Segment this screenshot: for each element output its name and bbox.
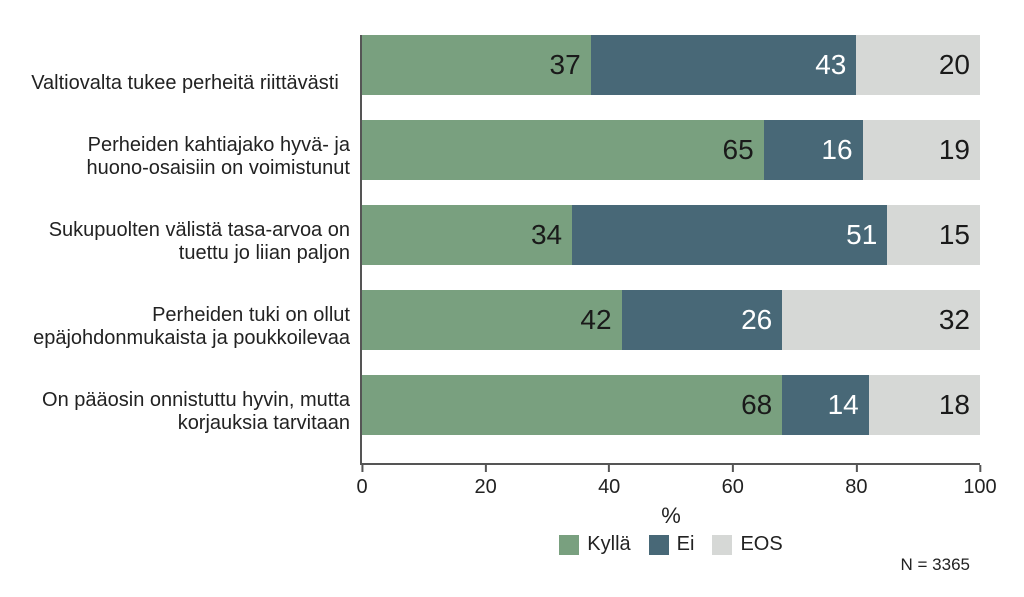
bar-segment-kylla: 34 — [362, 205, 572, 265]
bar-row: 37 43 20 — [362, 35, 980, 95]
tick-label: 0 — [356, 476, 367, 499]
legend-label: Kyllä — [587, 533, 630, 556]
bar-segment-kylla: 65 — [362, 120, 764, 180]
tick-mark — [361, 465, 363, 472]
row-label-text: On pääosin onnistuttu hyvin, mutta korja… — [20, 389, 350, 435]
bar-value: 34 — [531, 219, 562, 251]
legend-swatch — [559, 535, 579, 555]
x-axis-title: % — [362, 503, 980, 529]
legend-label: EOS — [740, 533, 782, 556]
tick-mark — [732, 465, 734, 472]
bar-row: 65 16 19 — [362, 120, 980, 180]
plot-area: 374320651619345115422632681418 020406080… — [360, 35, 980, 465]
bar-value: 18 — [939, 389, 970, 421]
tick-label: 80 — [845, 476, 867, 499]
bar-value: 19 — [939, 134, 970, 166]
bar-row: 34 51 15 — [362, 205, 980, 265]
tick-label: 100 — [963, 476, 996, 499]
row-label: Sukupuolten välistä tasa-arvoa on tuettu… — [20, 205, 350, 265]
bar-row: 68 14 18 — [362, 375, 980, 435]
tick-mark — [608, 465, 610, 472]
sample-size-note: N = 3365 — [901, 555, 970, 575]
row-label: Valtiovalta tukee perheitä riittävästi — [20, 35, 350, 95]
tick-label: 40 — [598, 476, 620, 499]
x-tick: 0 — [356, 465, 367, 499]
row-label: Perheiden kahtiajako hyvä- ja huono-osai… — [20, 120, 350, 180]
legend-swatch — [712, 535, 732, 555]
legend-item-eos: EOS — [712, 533, 782, 556]
legend: Kyllä Ei EOS — [362, 533, 980, 556]
bar: 65 16 19 — [362, 120, 980, 180]
bars-area: 37 43 20 65 16 19 34 51 15 42 26 32 68 14 18 — [362, 35, 980, 463]
bar-segment-ei: 14 — [782, 375, 869, 435]
x-tick: 80 — [845, 465, 867, 499]
bar: 37 43 20 — [362, 35, 980, 95]
bar: 68 14 18 — [362, 375, 980, 435]
row-label-text: Sukupuolten välistä tasa-arvoa on tuettu… — [20, 219, 350, 265]
legend-item-kylla: Kyllä — [559, 533, 630, 556]
row-label-text: Valtiovalta tukee perheitä riittävästi — [31, 72, 339, 95]
bar-value: 14 — [828, 389, 859, 421]
bar-value: 43 — [815, 49, 846, 81]
x-tick: 100 — [963, 465, 996, 499]
bar-segment-ei: 43 — [591, 35, 857, 95]
tick-mark — [855, 465, 857, 472]
bar-value: 20 — [939, 49, 970, 81]
bar-segment-ei: 16 — [764, 120, 863, 180]
bar-value: 42 — [580, 304, 611, 336]
bar-segment-eos: 32 — [782, 290, 980, 350]
bar-value: 37 — [550, 49, 581, 81]
row-label: On pääosin onnistuttu hyvin, mutta korja… — [20, 375, 350, 435]
x-tick: 40 — [598, 465, 620, 499]
bar-segment-eos: 20 — [856, 35, 980, 95]
x-axis: 020406080100 — [362, 465, 980, 505]
bar-row: 42 26 32 — [362, 290, 980, 350]
tick-label: 20 — [474, 476, 496, 499]
tick-label: 60 — [722, 476, 744, 499]
bar-segment-eos: 18 — [869, 375, 980, 435]
tick-mark — [979, 465, 981, 472]
x-tick: 60 — [722, 465, 744, 499]
tick-mark — [485, 465, 487, 472]
row-label-text: Perheiden tuki on ollut epäjohdonmukaist… — [20, 304, 350, 350]
bar-value: 68 — [741, 389, 772, 421]
stacked-bar-chart: 37 43 20 65 16 19 34 51 15 42 26 32 68 14 18 0 20 40 60 80… — [20, 35, 1000, 535]
bar-value: 65 — [723, 134, 754, 166]
bar-segment-ei: 51 — [572, 205, 887, 265]
bar-value: 51 — [846, 219, 877, 251]
bar-value: 15 — [939, 219, 970, 251]
legend-item-ei: Ei — [649, 533, 695, 556]
bar-value: 26 — [741, 304, 772, 336]
bar-segment-eos: 15 — [887, 205, 980, 265]
bar: 42 26 32 — [362, 290, 980, 350]
legend-swatch — [649, 535, 669, 555]
row-label-text: Perheiden kahtiajako hyvä- ja huono-osai… — [20, 134, 350, 180]
legend-label: Ei — [677, 533, 695, 556]
bar-segment-kylla: 68 — [362, 375, 782, 435]
row-label: Perheiden tuki on ollut epäjohdonmukaist… — [20, 290, 350, 350]
bar-segment-eos: 19 — [863, 120, 980, 180]
bar: 34 51 15 — [362, 205, 980, 265]
bar-value: 16 — [821, 134, 852, 166]
bar-value: 32 — [939, 304, 970, 336]
bar-segment-ei: 26 — [622, 290, 783, 350]
bar-segment-kylla: 37 — [362, 35, 591, 95]
x-tick: 20 — [474, 465, 496, 499]
bar-segment-kylla: 42 — [362, 290, 622, 350]
